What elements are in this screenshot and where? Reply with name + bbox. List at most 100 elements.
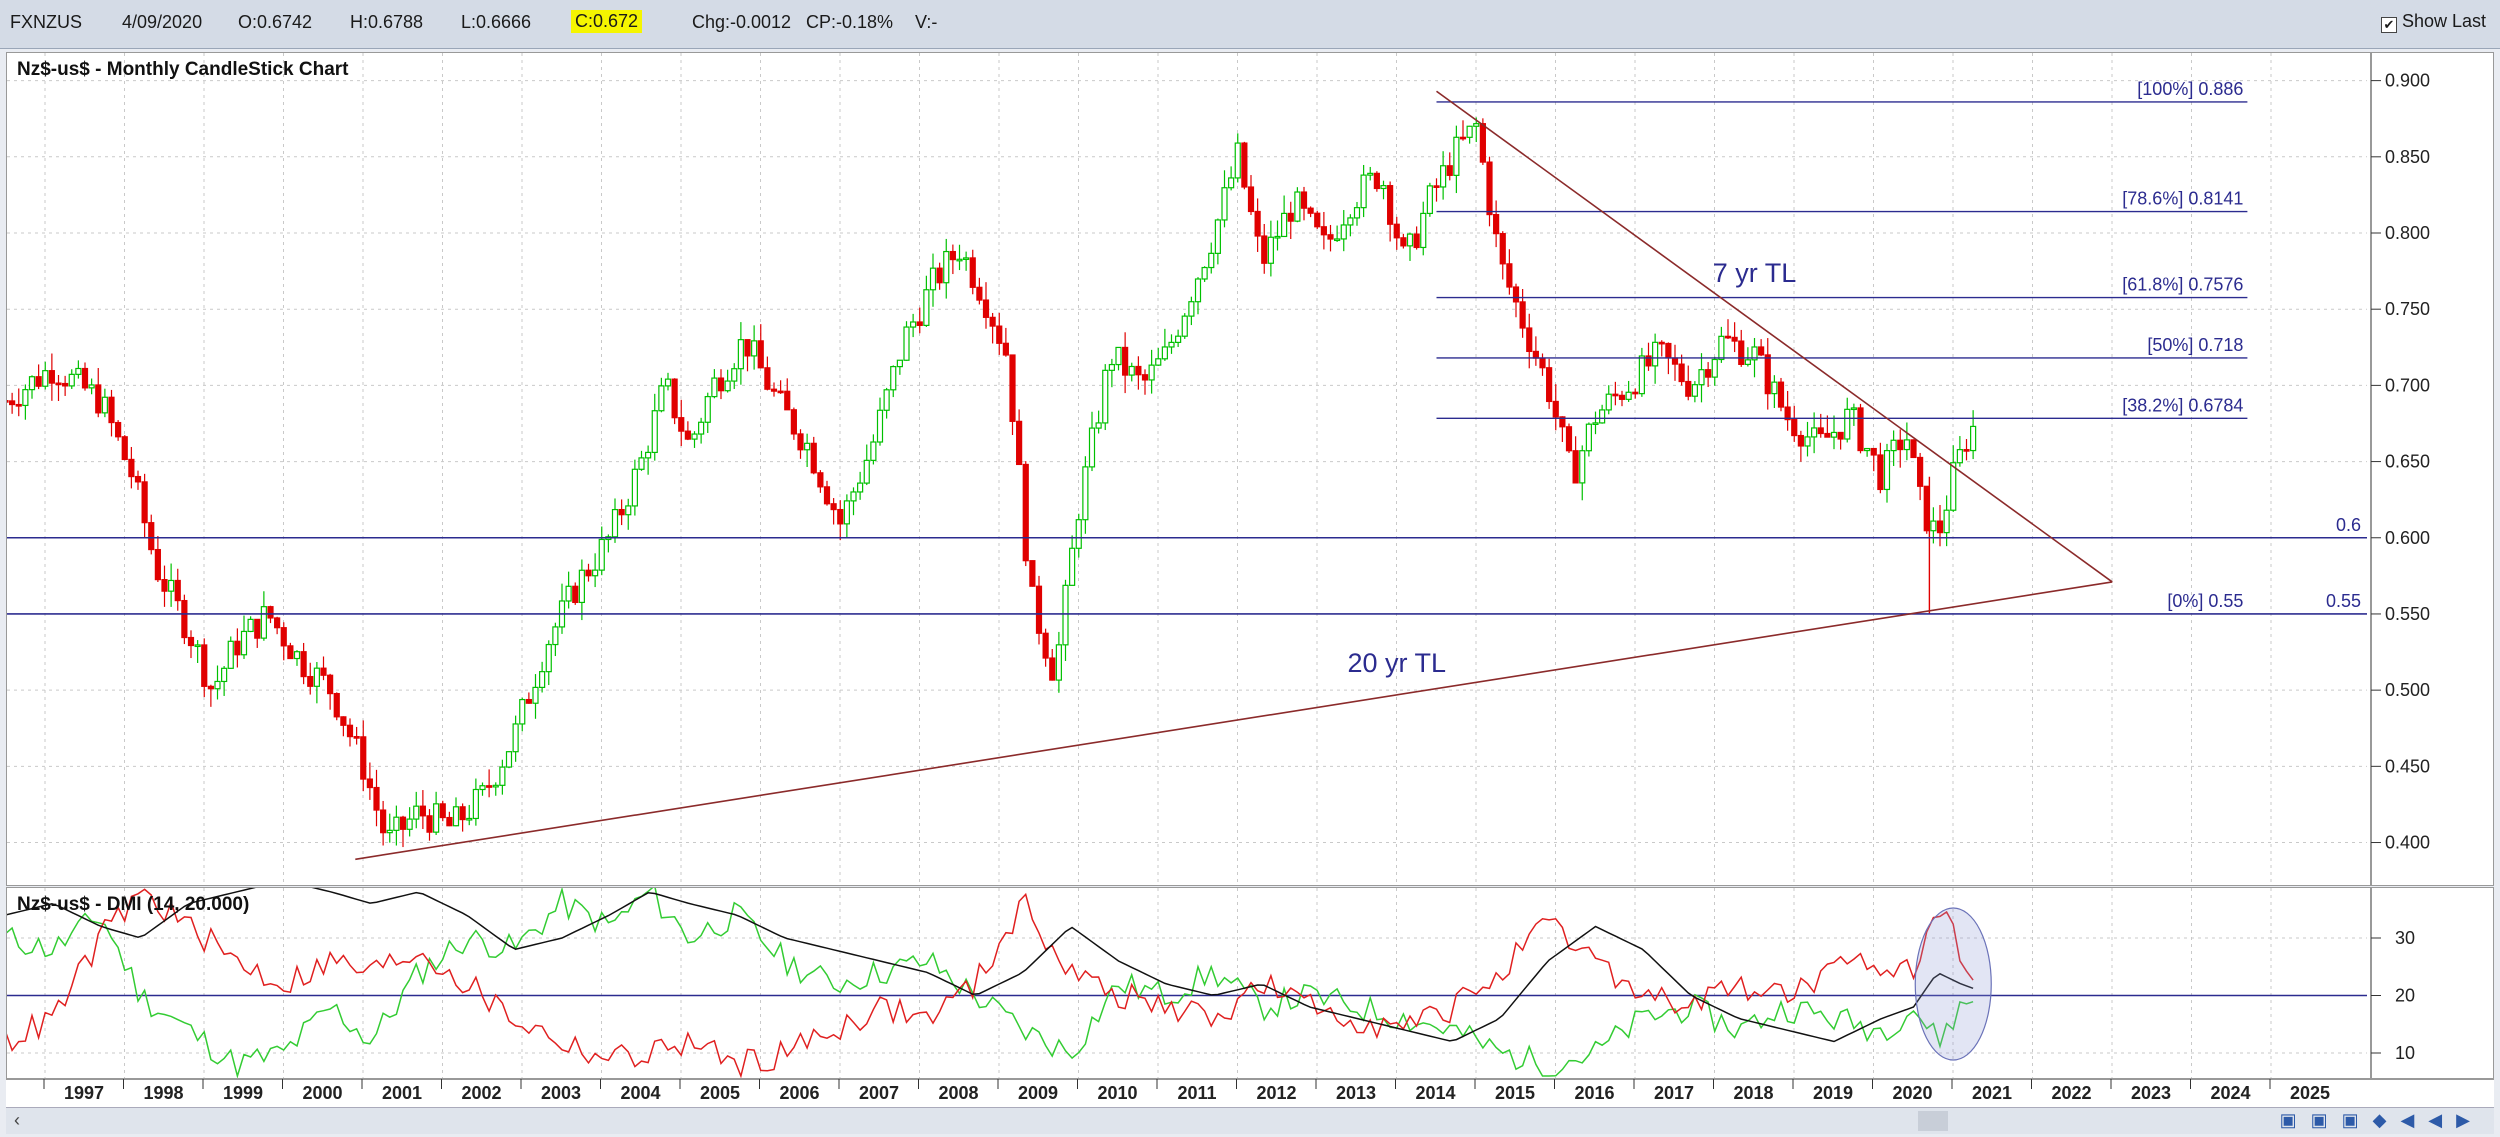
x-tick-label: 2020	[1892, 1083, 1932, 1103]
candle-down	[15, 403, 22, 407]
x-tick-label: 1998	[143, 1083, 183, 1103]
candle-up	[645, 451, 652, 459]
candle-down	[1758, 346, 1765, 356]
candle-down	[585, 569, 592, 577]
candle-down	[1526, 327, 1533, 353]
candle-down	[1247, 186, 1255, 213]
candle-up	[1625, 391, 1632, 400]
candle-up	[1844, 408, 1851, 440]
candle-down	[1486, 161, 1493, 216]
candle-down	[1618, 394, 1626, 400]
x-tick-label: 2007	[859, 1083, 899, 1103]
candle-down	[1459, 136, 1467, 140]
candle-up	[1108, 363, 1115, 371]
candle-up	[850, 491, 857, 502]
candlestick-chart: 0.400 0.450 0.500 0.550 0.600 0.650 0.700 0.750…	[2, 53, 2430, 885]
candle-up	[413, 805, 420, 820]
candle-up	[1208, 252, 1215, 269]
candle-down	[1824, 432, 1831, 438]
candle-down	[572, 585, 579, 604]
show-last-toggle[interactable]: ✔ Show Last	[2380, 11, 2486, 33]
candle-up	[1864, 447, 1871, 452]
candle-up	[651, 410, 658, 454]
candle-up	[1228, 177, 1235, 189]
x-tick-label: 2010	[1097, 1083, 1137, 1103]
candle-up	[1088, 427, 1096, 468]
trendline-label: 20 yr TL	[1347, 648, 1446, 678]
candle-up	[1062, 584, 1069, 646]
candle-down	[1499, 233, 1506, 265]
scrollbar-thumb[interactable]	[1918, 1111, 1948, 1131]
candle-up	[1903, 439, 1910, 451]
candle-up	[910, 321, 917, 328]
candle-down	[320, 667, 327, 676]
candle-down	[1658, 341, 1665, 345]
chart-title: Nz$-us$ - Monthly CandleStick Chart	[17, 59, 349, 80]
candle-down	[1917, 456, 1924, 487]
candle-up	[1811, 427, 1818, 438]
candle-up	[923, 289, 930, 326]
candle-down	[134, 475, 142, 483]
candle-up	[638, 457, 645, 470]
candle-down	[360, 736, 367, 780]
dmi-panel[interactable]: 10 20 30 Nz$-us$ - DMI (14, 20.000)	[4, 879, 2494, 1079]
candle-up	[433, 803, 440, 833]
candle-down	[1413, 233, 1420, 249]
candle-down	[1897, 439, 1904, 451]
candle-down	[174, 579, 181, 602]
candle-up	[1804, 436, 1811, 447]
candle-down	[1287, 212, 1294, 222]
candle-down	[1327, 234, 1334, 240]
candle-up	[896, 359, 903, 368]
x-tick-label: 1999	[223, 1083, 263, 1103]
candle-up	[1771, 381, 1778, 395]
x-tick-label: 2024	[2210, 1083, 2250, 1103]
candle-up	[1069, 547, 1076, 586]
candle-up	[598, 538, 605, 571]
x-axis: 1997 1998 1999 2000 2001 2002 2003 2004 2005 2006…	[6, 1078, 2494, 1107]
dmi-series-adx	[5, 879, 1974, 1043]
x-tick-label: 2022	[2051, 1083, 2091, 1103]
candle-down	[1731, 336, 1738, 342]
candlestick-panel[interactable]: 0.400 0.450 0.500 0.550 0.600 0.650 0.700 0.750…	[2, 52, 2494, 886]
candle-down	[267, 606, 274, 619]
candle-down	[1009, 354, 1016, 422]
candle-up	[552, 626, 559, 646]
candle-down	[48, 370, 55, 384]
scroll-left-icon[interactable]: ‹	[14, 1110, 20, 1130]
candle-up	[221, 667, 228, 683]
candle-down	[1738, 340, 1745, 365]
candle-down	[618, 508, 625, 516]
candle-up	[22, 389, 29, 407]
candle-up	[1347, 217, 1354, 226]
candle-up	[512, 723, 519, 753]
candle-up	[565, 585, 572, 602]
y-tick-label: 0.400	[2385, 833, 2430, 853]
checkbox-icon[interactable]: ✔	[2380, 17, 2397, 33]
candle-up	[1181, 315, 1188, 337]
dmi-chart: 10 20 30	[4, 879, 2415, 1079]
x-tick-label: 2014	[1415, 1083, 1455, 1103]
candle-up	[1161, 346, 1168, 360]
candle-down	[1685, 380, 1692, 397]
x-axis-ticks: 1997 1998 1999 2000 2001 2002 2003 2004 2005 2006…	[6, 1078, 2494, 1103]
candle-up	[611, 508, 619, 538]
candle-down	[1241, 142, 1248, 188]
candle-up	[711, 377, 718, 398]
horizontal-scrollbar[interactable]: ‹ ▣▣▣◆◀◀▶	[6, 1107, 2494, 1134]
chart-nav-buttons[interactable]: ▣▣▣◆◀◀▶	[2279, 1110, 2484, 1130]
y-tick-label: 0.700	[2385, 375, 2430, 395]
candle-up	[472, 788, 479, 820]
candle-down	[254, 618, 261, 639]
fib-level-label: [100%] 0.886	[2137, 79, 2243, 99]
support-label: 0.6	[2336, 515, 2361, 535]
candle-up	[1585, 423, 1592, 452]
x-tick-label: 2012	[1256, 1083, 1296, 1103]
candle-up	[870, 441, 877, 461]
candle-down	[797, 433, 804, 451]
x-tick-label: 2025	[2290, 1083, 2330, 1103]
candle-up	[1744, 359, 1751, 365]
candle-up	[1711, 358, 1718, 378]
candle-down	[1042, 632, 1049, 659]
candle-up	[1406, 233, 1414, 247]
